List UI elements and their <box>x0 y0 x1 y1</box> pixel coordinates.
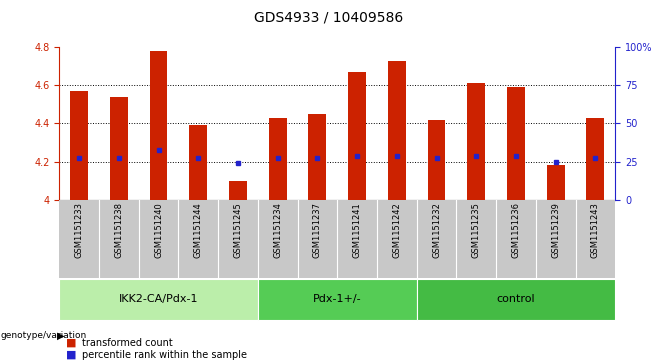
Text: percentile rank within the sample: percentile rank within the sample <box>82 350 247 360</box>
Bar <box>59 278 258 321</box>
Text: GSM1151233: GSM1151233 <box>74 202 84 258</box>
Bar <box>149 51 167 200</box>
Bar <box>70 91 88 200</box>
Bar <box>348 72 366 200</box>
Text: ■: ■ <box>66 338 76 348</box>
Bar <box>229 181 247 200</box>
Text: GSM1151234: GSM1151234 <box>273 202 282 258</box>
Bar <box>309 114 326 200</box>
Bar <box>258 278 417 321</box>
Text: GSM1151232: GSM1151232 <box>432 202 441 258</box>
Text: GSM1151243: GSM1151243 <box>591 202 600 258</box>
Text: genotype/variation: genotype/variation <box>1 331 87 340</box>
Text: GSM1151236: GSM1151236 <box>511 202 520 258</box>
Bar <box>547 166 565 200</box>
Bar <box>507 87 525 200</box>
Text: GSM1151235: GSM1151235 <box>472 202 481 258</box>
Text: ▶: ▶ <box>57 331 64 341</box>
Bar <box>268 118 287 200</box>
Text: GSM1151239: GSM1151239 <box>551 202 560 258</box>
Text: GSM1151242: GSM1151242 <box>392 202 401 258</box>
Bar <box>388 61 406 200</box>
Text: Pdx-1+/-: Pdx-1+/- <box>313 294 361 305</box>
Text: transformed count: transformed count <box>82 338 173 348</box>
Bar <box>428 119 445 200</box>
Bar <box>190 125 207 200</box>
Text: ■: ■ <box>66 350 76 360</box>
Text: GSM1151241: GSM1151241 <box>353 202 362 258</box>
Text: IKK2-CA/Pdx-1: IKK2-CA/Pdx-1 <box>118 294 198 305</box>
Text: control: control <box>497 294 535 305</box>
Bar <box>110 97 128 200</box>
Text: GSM1151238: GSM1151238 <box>114 202 123 258</box>
Text: GSM1151244: GSM1151244 <box>193 202 203 258</box>
Bar <box>586 118 604 200</box>
Text: GSM1151240: GSM1151240 <box>154 202 163 258</box>
Text: GDS4933 / 10409586: GDS4933 / 10409586 <box>255 11 403 25</box>
Text: GSM1151237: GSM1151237 <box>313 202 322 258</box>
Bar <box>417 278 615 321</box>
Bar <box>467 83 485 200</box>
Text: GSM1151245: GSM1151245 <box>234 202 242 258</box>
